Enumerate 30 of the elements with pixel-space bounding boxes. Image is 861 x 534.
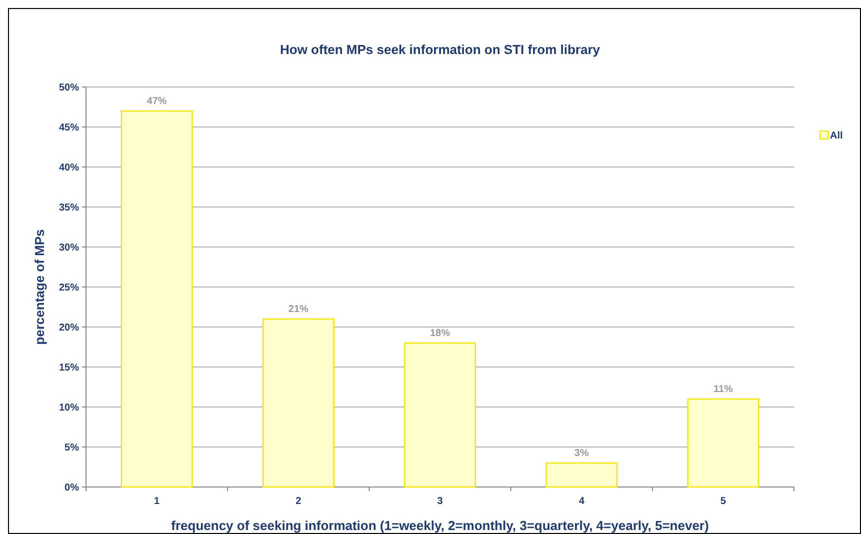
y-tick-label: 35%	[58, 202, 80, 214]
y-axis-title: percentage of MPs	[32, 229, 47, 345]
data-label: 11%	[713, 384, 734, 395]
y-tick-label: 20%	[58, 322, 80, 334]
x-tick-label: 5	[720, 496, 726, 507]
x-tick-label: 3	[437, 496, 444, 507]
x-tick-label: 1	[154, 496, 160, 507]
bar	[404, 342, 476, 488]
y-tick-label: 40%	[58, 162, 80, 174]
bar	[687, 398, 760, 488]
y-tick-label: 50%	[58, 82, 80, 94]
bar	[262, 318, 334, 488]
x-tick-label: 4	[578, 496, 585, 507]
y-tick-label: 10%	[58, 402, 80, 414]
chart-title: How often MPs seek information on STI from library	[280, 42, 601, 57]
data-label: 21%	[288, 304, 309, 315]
y-tick-label: 30%	[58, 242, 80, 254]
y-tick-label: 5%	[64, 442, 80, 454]
x-axis-title: frequency of seeking information (1=weekly, 2=monthly, 3=quarterly, 4=yearly, 5=never)	[171, 518, 709, 533]
data-label: 18%	[430, 328, 450, 339]
bar	[546, 462, 618, 488]
data-label: 47%	[146, 96, 167, 107]
x-tick-label: 2	[296, 496, 302, 507]
y-tick-label: 15%	[58, 362, 80, 374]
bar	[120, 110, 193, 488]
data-label: 3%	[574, 448, 589, 459]
legend-label: All	[830, 130, 843, 142]
y-tick-label: 45%	[58, 122, 80, 134]
y-tick-label: 0%	[64, 482, 80, 494]
y-tick-label: 25%	[58, 282, 80, 294]
